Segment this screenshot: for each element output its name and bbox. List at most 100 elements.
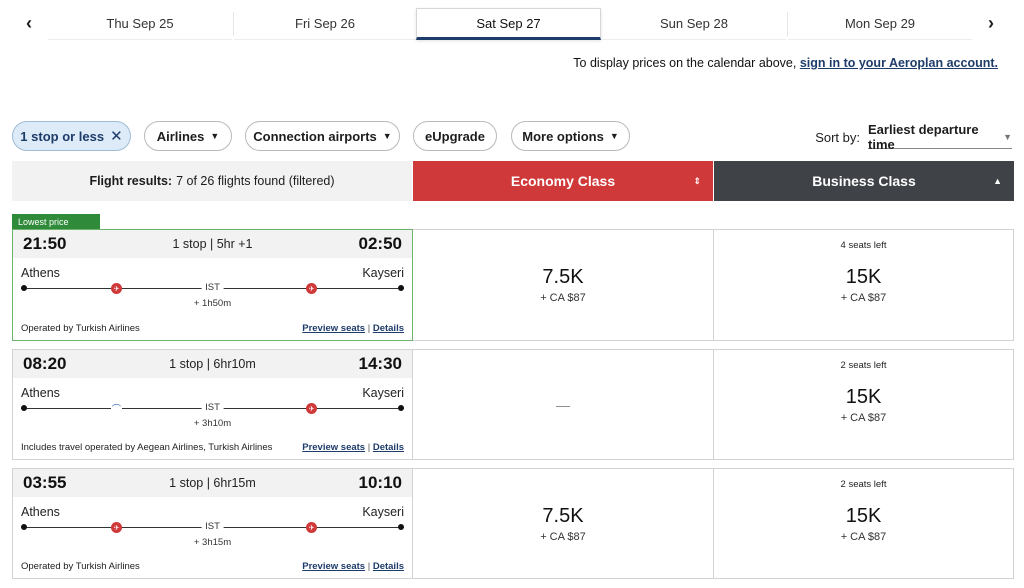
operated-by: Operated by Turkish Airlines <box>21 561 140 572</box>
caret-down-icon: ▼ <box>1003 131 1012 142</box>
origin-dot-icon <box>21 285 27 291</box>
origin-city: Athens <box>21 386 60 400</box>
economy-class-header[interactable]: Economy Class ⇕ <box>413 161 713 201</box>
economy-fare-cell[interactable]: 7.5K + CA $87 <box>413 229 714 341</box>
divider: | <box>367 561 371 572</box>
sign-in-note-text: To display prices on the calendar above, <box>573 56 800 70</box>
flight-summary: 1 stop | 6hr10m <box>169 357 256 371</box>
business-taxes: + CA $87 <box>840 292 887 304</box>
sort-icon: ⇕ <box>693 175 701 186</box>
flight-time-row: 03:55 1 stop | 6hr15m 10:10 <box>13 469 412 497</box>
chevron-left-icon[interactable]: ‹ <box>26 12 32 33</box>
flight-time-row: 08:20 1 stop | 6hr10m 14:30 <box>13 350 412 378</box>
connection-airports-filter-button[interactable]: Connection airports ▼ <box>245 121 400 151</box>
close-icon[interactable]: ✕ <box>110 128 123 145</box>
origin-dot-icon <box>21 524 27 530</box>
layover-duration: + 3h15m <box>193 537 232 548</box>
business-fare-cell[interactable]: 4 seats left 15K + CA $87 <box>714 229 1014 341</box>
airlines-filter-button[interactable]: Airlines ▼ <box>144 121 232 151</box>
sort-select[interactable]: Earliest departure time ▼ <box>868 121 1012 152</box>
arrival-time: 02:50 <box>358 234 402 253</box>
details-link[interactable]: Details <box>372 442 404 453</box>
eupgrade-label: eUpgrade <box>425 128 485 144</box>
origin-city: Athens <box>21 505 60 519</box>
business-points: 15K <box>845 385 882 408</box>
date-tab-sun-sep-28[interactable]: Sun Sep 28 <box>602 8 786 40</box>
date-tab-thu-sep-25[interactable]: Thu Sep 25 <box>48 8 232 40</box>
flight-card: 03:55 1 stop | 6hr15m 10:10 Athens Kayse… <box>12 468 1014 580</box>
departure-time: 21:50 <box>23 234 67 253</box>
connection-airport-code: IST <box>201 521 224 532</box>
airlines-filter-label: Airlines <box>156 128 205 144</box>
eupgrade-filter-button[interactable]: eUpgrade <box>413 121 497 151</box>
business-fare-cell[interactable]: 2 seats left 15K + CA $87 <box>714 468 1014 579</box>
flight-summary: 1 stop | 5hr +1 <box>172 237 253 251</box>
details-link[interactable]: Details <box>372 561 404 572</box>
sort-ascending-icon: ▲ <box>993 176 1002 186</box>
flight-links: Preview seats | Details <box>302 323 404 334</box>
turkish-airlines-logo-icon: ✈ <box>111 283 122 294</box>
business-class-header[interactable]: Business Class ▲ <box>714 161 1014 201</box>
sort-label: Sort by: <box>815 129 860 145</box>
operated-by-row: Operated by Turkish Airlines Preview sea… <box>21 323 404 334</box>
date-tab-fri-sep-26[interactable]: Fri Sep 26 <box>234 8 416 40</box>
preview-seats-link[interactable]: Preview seats <box>302 442 366 453</box>
departure-time: 03:55 <box>23 473 67 492</box>
operated-by: Includes travel operated by Aegean Airli… <box>21 442 273 453</box>
lowest-price-badge: Lowest price <box>12 214 100 229</box>
business-fare-cell[interactable]: 2 seats left 15K + CA $87 <box>714 349 1014 460</box>
flight-links: Preview seats | Details <box>302 442 404 453</box>
destination-dot-icon <box>398 405 404 411</box>
economy-fare-cell[interactable]: 7.5K + CA $87 <box>413 468 714 579</box>
more-options-button[interactable]: More options ▼ <box>511 121 630 151</box>
more-options-label: More options <box>522 128 604 144</box>
turkish-airlines-logo-icon: ✈ <box>306 522 317 533</box>
sign-in-link[interactable]: sign in to your Aeroplan account. <box>799 56 998 70</box>
connection-airport-code: IST <box>201 402 224 413</box>
flight-summary: 1 stop | 6hr15m <box>169 476 256 490</box>
route-line: ✈ IST ✈ <box>21 521 404 533</box>
stop-filter-chip[interactable]: 1 stop or less ✕ <box>12 121 131 151</box>
flight-info: 08:20 1 stop | 6hr10m 14:30 Athens Kayse… <box>12 349 413 460</box>
economy-points: 7.5K <box>542 266 584 288</box>
preview-seats-link[interactable]: Preview seats <box>302 561 366 572</box>
destination-city: Kayseri <box>362 386 404 400</box>
turkish-airlines-logo-icon: ✈ <box>306 403 317 414</box>
destination-city: Kayseri <box>362 266 404 280</box>
aegean-airlines-logo-icon: ⌒ <box>111 403 122 414</box>
business-taxes: + CA $87 <box>840 411 887 424</box>
details-link[interactable]: Details <box>372 323 404 334</box>
origin-dot-icon <box>21 405 27 411</box>
flight-info: 21:50 1 stop | 5hr +1 02:50 Athens Kayse… <box>12 229 413 341</box>
chevron-right-icon[interactable]: › <box>988 12 994 33</box>
date-tab-mon-sep-29[interactable]: Mon Sep 29 <box>788 8 972 40</box>
preview-seats-link[interactable]: Preview seats <box>302 323 366 334</box>
seats-left: 2 seats left <box>840 360 887 371</box>
results-count: 7 of 26 flights found (filtered) <box>176 174 335 188</box>
date-navigation: ‹ Thu Sep 25 Fri Sep 26 Sat Sep 27 Sun S… <box>12 8 1008 42</box>
route-line: ✈ IST ✈ <box>21 282 404 294</box>
business-taxes: + CA $87 <box>840 530 887 543</box>
departure-time: 08:20 <box>23 354 67 373</box>
flight-card: Lowest price 21:50 1 stop | 5hr +1 02:50… <box>12 214 1014 342</box>
caret-down-icon: ▼ <box>609 131 619 141</box>
sign-in-note: To display prices on the calendar above,… <box>573 56 998 70</box>
connection-airports-label: Connection airports <box>253 128 377 144</box>
date-tab-sat-sep-27[interactable]: Sat Sep 27 <box>416 8 601 40</box>
flight-links: Preview seats | Details <box>302 561 404 572</box>
sort-value: Earliest departure time <box>868 121 979 152</box>
divider: | <box>367 442 371 453</box>
destination-dot-icon <box>398 524 404 530</box>
route-cities: Athens Kayseri <box>21 386 404 400</box>
business-points: 15K <box>845 266 882 288</box>
flight-card: 08:20 1 stop | 6hr10m 14:30 Athens Kayse… <box>12 349 1014 461</box>
stop-filter-label: 1 stop or less <box>20 128 105 144</box>
origin-city: Athens <box>21 266 60 280</box>
divider <box>233 12 234 36</box>
connection-airport-code: IST <box>201 282 224 293</box>
destination-city: Kayseri <box>362 505 404 519</box>
economy-points: 7.5K <box>542 504 584 527</box>
caret-down-icon: ▼ <box>382 131 392 141</box>
seats-left: 2 seats left <box>840 479 887 490</box>
arrival-time: 10:10 <box>358 473 402 492</box>
